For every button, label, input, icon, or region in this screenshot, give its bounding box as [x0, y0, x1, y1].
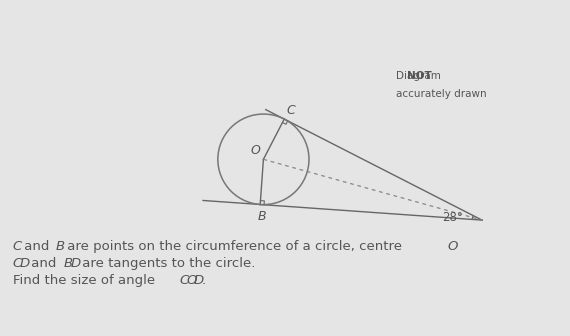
- Text: C: C: [180, 274, 189, 287]
- Text: O: O: [448, 240, 458, 253]
- Text: Diagram: Diagram: [396, 71, 444, 81]
- Text: B: B: [56, 240, 65, 253]
- Text: B: B: [257, 210, 266, 223]
- Text: .: .: [201, 274, 205, 287]
- Text: are points on the circumference of a circle, centre: are points on the circumference of a cir…: [63, 240, 406, 253]
- Text: accurately drawn: accurately drawn: [396, 89, 487, 99]
- Text: D: D: [194, 274, 204, 287]
- Text: C: C: [13, 257, 22, 270]
- Text: D: D: [20, 257, 30, 270]
- Text: 28°: 28°: [442, 211, 462, 224]
- Text: and: and: [27, 257, 60, 270]
- Text: are tangents to the circle.: are tangents to the circle.: [78, 257, 255, 270]
- Text: C: C: [13, 240, 22, 253]
- Text: D: D: [71, 257, 81, 270]
- Text: Find the size of angle: Find the size of angle: [13, 274, 159, 287]
- Text: C: C: [286, 104, 295, 117]
- Text: NOT: NOT: [407, 71, 431, 81]
- Text: B: B: [63, 257, 72, 270]
- Text: O: O: [187, 274, 197, 287]
- Text: and: and: [20, 240, 54, 253]
- Text: O: O: [251, 144, 261, 157]
